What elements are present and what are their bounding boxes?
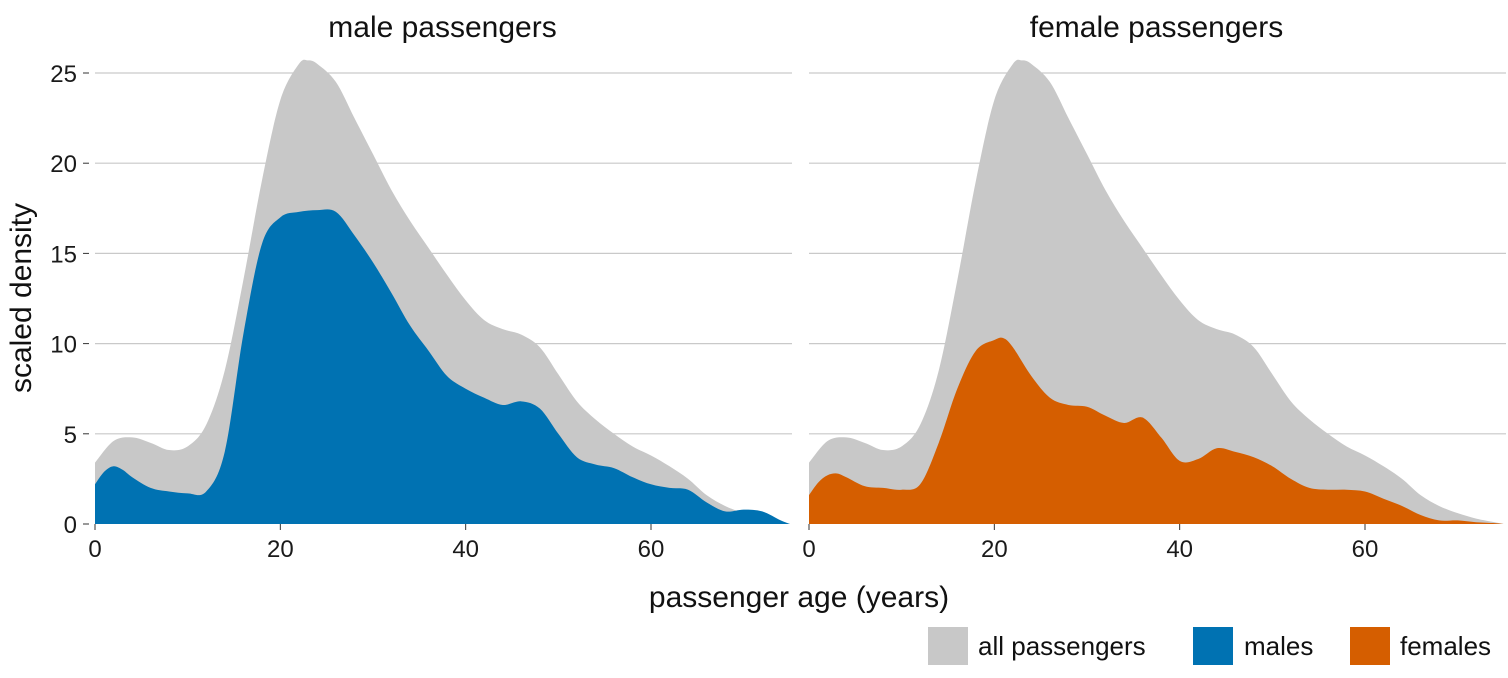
x-tick-label-60: 60	[1352, 536, 1379, 563]
area-layers	[809, 59, 1504, 525]
y-tick-label-15: 15	[50, 241, 77, 268]
y-tick-label-10: 10	[50, 332, 77, 359]
legend: all passengers males females	[928, 627, 1491, 665]
y-tick-label-20: 20	[50, 151, 77, 178]
area-males	[95, 209, 790, 524]
panel-title-male: male passengers	[328, 11, 556, 44]
y-tick-label-0: 0	[64, 512, 77, 539]
x-axis-title: passenger age (years)	[649, 581, 949, 614]
x-tick-label-0: 0	[802, 536, 815, 563]
area-layers	[95, 59, 790, 525]
legend-label-males: males	[1244, 631, 1313, 661]
panel-male-passengers: male passengers 0 20 40 60	[88, 11, 792, 563]
x-tick-label-20: 20	[267, 536, 294, 563]
x-tick-label-20: 20	[981, 536, 1008, 563]
panel-female-passengers: female passengers 0 20 40 60	[802, 11, 1506, 563]
legend-swatch-males	[1193, 627, 1233, 665]
x-tick-label-0: 0	[88, 536, 101, 563]
panel-title-female: female passengers	[1030, 11, 1283, 44]
x-tick-label-60: 60	[638, 536, 665, 563]
y-tick-label-5: 5	[64, 422, 77, 449]
area-females	[809, 337, 1504, 524]
gridlines	[95, 72, 792, 435]
x-axis-ticks: 0 20 40 60	[802, 524, 1378, 563]
legend-label-all-passengers: all passengers	[978, 631, 1146, 661]
legend-swatch-all-passengers	[928, 627, 968, 665]
legend-swatch-females	[1350, 627, 1390, 665]
y-axis-title: scaled density	[5, 203, 38, 393]
x-tick-label-40: 40	[452, 536, 479, 563]
x-axis-ticks: 0 20 40 60	[88, 524, 664, 563]
x-tick-label-40: 40	[1166, 536, 1193, 563]
legend-label-females: females	[1400, 631, 1491, 661]
y-tick-label-25: 25	[50, 61, 77, 88]
y-axis: 0 5 10 15 20 25	[50, 61, 89, 539]
